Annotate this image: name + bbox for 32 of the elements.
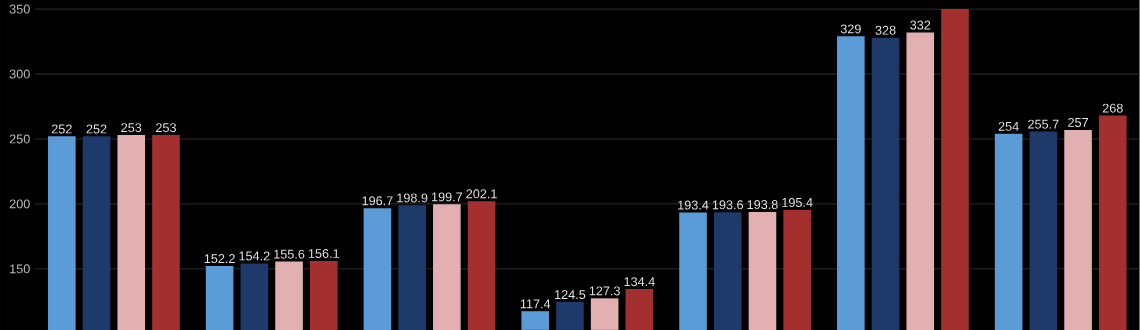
data-label: 198.9 — [397, 193, 428, 203]
data-label: 252 — [86, 124, 107, 134]
data-label: 202.1 — [466, 189, 497, 199]
data-label: 193.4 — [678, 200, 709, 210]
data-label: 124.5 — [555, 290, 586, 300]
data-label: 254 — [998, 121, 1019, 131]
data-label: 127.3 — [589, 286, 620, 296]
data-label: 117.4 — [520, 299, 551, 309]
data-label: 134.4 — [624, 277, 655, 287]
data-label: 257 — [1068, 118, 1088, 127]
y-tick-label: 350 — [9, 4, 30, 14]
data-label: 255.7 — [1028, 119, 1059, 129]
y-tick-label: 150 — [10, 264, 30, 274]
data-label: 196.7 — [362, 196, 393, 206]
data-label: 252 — [51, 124, 72, 134]
data-label: 195.4 — [782, 198, 813, 207]
data-label: 152.2 — [204, 254, 235, 264]
y-tick-label: 250 — [9, 134, 30, 144]
data-label: 193.6 — [712, 200, 744, 210]
y-tick-label: 300 — [9, 69, 30, 79]
data-label: 193.8 — [747, 200, 778, 210]
data-label: 253 — [156, 123, 176, 133]
y-tick-label: 200 — [9, 199, 30, 209]
data-label: 253 — [121, 123, 142, 133]
data-label: 199.7 — [431, 192, 463, 202]
data-label: 332 — [910, 20, 931, 30]
data-label: 268 — [1102, 103, 1123, 113]
data-label: 329 — [840, 24, 861, 34]
data-label: 328 — [875, 25, 896, 35]
data-label: 155.6 — [274, 249, 305, 259]
data-label: 154.2 — [239, 251, 270, 261]
data-label: 156.1 — [308, 249, 339, 259]
